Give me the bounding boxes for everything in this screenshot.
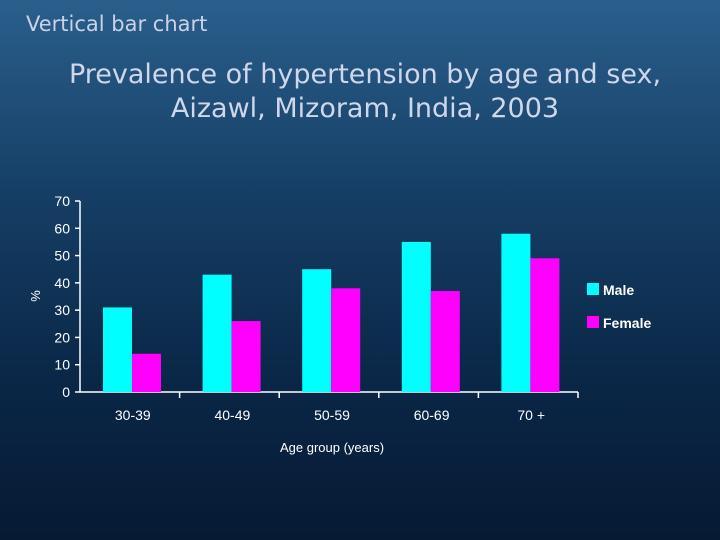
legend-swatch-female xyxy=(587,316,599,328)
chart-bars xyxy=(103,233,560,392)
slide-heading: Vertical bar chart xyxy=(26,12,208,36)
bar-female-4 xyxy=(530,258,560,392)
x-tick-label: 40-49 xyxy=(214,407,250,423)
bar-female-2 xyxy=(331,288,361,392)
y-axis-title: % xyxy=(28,290,43,302)
bar-male-0 xyxy=(103,307,132,392)
bar-female-1 xyxy=(231,321,261,392)
chart-axes: 0 10 20 30 40 50 60 70 30-39 40-49 50-59 60-69 70 + xyxy=(54,193,579,423)
bar-male-2 xyxy=(302,269,332,392)
bar-female-3 xyxy=(430,291,460,392)
y-tick-label: 10 xyxy=(54,357,70,373)
legend-label-female: Female xyxy=(603,315,651,331)
bar-female-0 xyxy=(132,353,161,392)
y-tick-label: 70 xyxy=(54,193,70,209)
bar-male-4 xyxy=(501,233,531,392)
legend-swatch-male xyxy=(587,283,599,295)
legend-label-male: Male xyxy=(603,282,634,298)
y-tick-label: 30 xyxy=(54,302,70,318)
x-tick-label: 60-69 xyxy=(414,407,450,423)
y-tick-label: 60 xyxy=(54,220,70,236)
chart-title: Prevalence of hypertension by age and se… xyxy=(68,59,662,124)
y-tick-label: 20 xyxy=(54,329,70,345)
bar-male-1 xyxy=(202,274,232,392)
x-tick-label: 30-39 xyxy=(115,407,151,423)
y-tick-label: 50 xyxy=(54,248,70,264)
bar-male-3 xyxy=(401,241,431,392)
chart-legend: Male Female xyxy=(587,282,651,331)
y-tick-label: 40 xyxy=(54,275,70,291)
x-tick-label: 50-59 xyxy=(314,407,350,423)
y-tick-label: 0 xyxy=(62,384,70,400)
x-tick-label: 70 + xyxy=(517,407,545,423)
x-axis-title: Age group (years) xyxy=(280,440,384,455)
